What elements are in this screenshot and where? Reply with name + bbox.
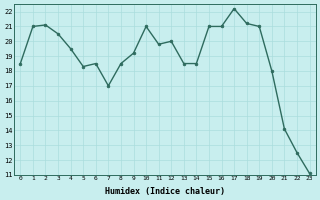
X-axis label: Humidex (Indice chaleur): Humidex (Indice chaleur)	[105, 187, 225, 196]
